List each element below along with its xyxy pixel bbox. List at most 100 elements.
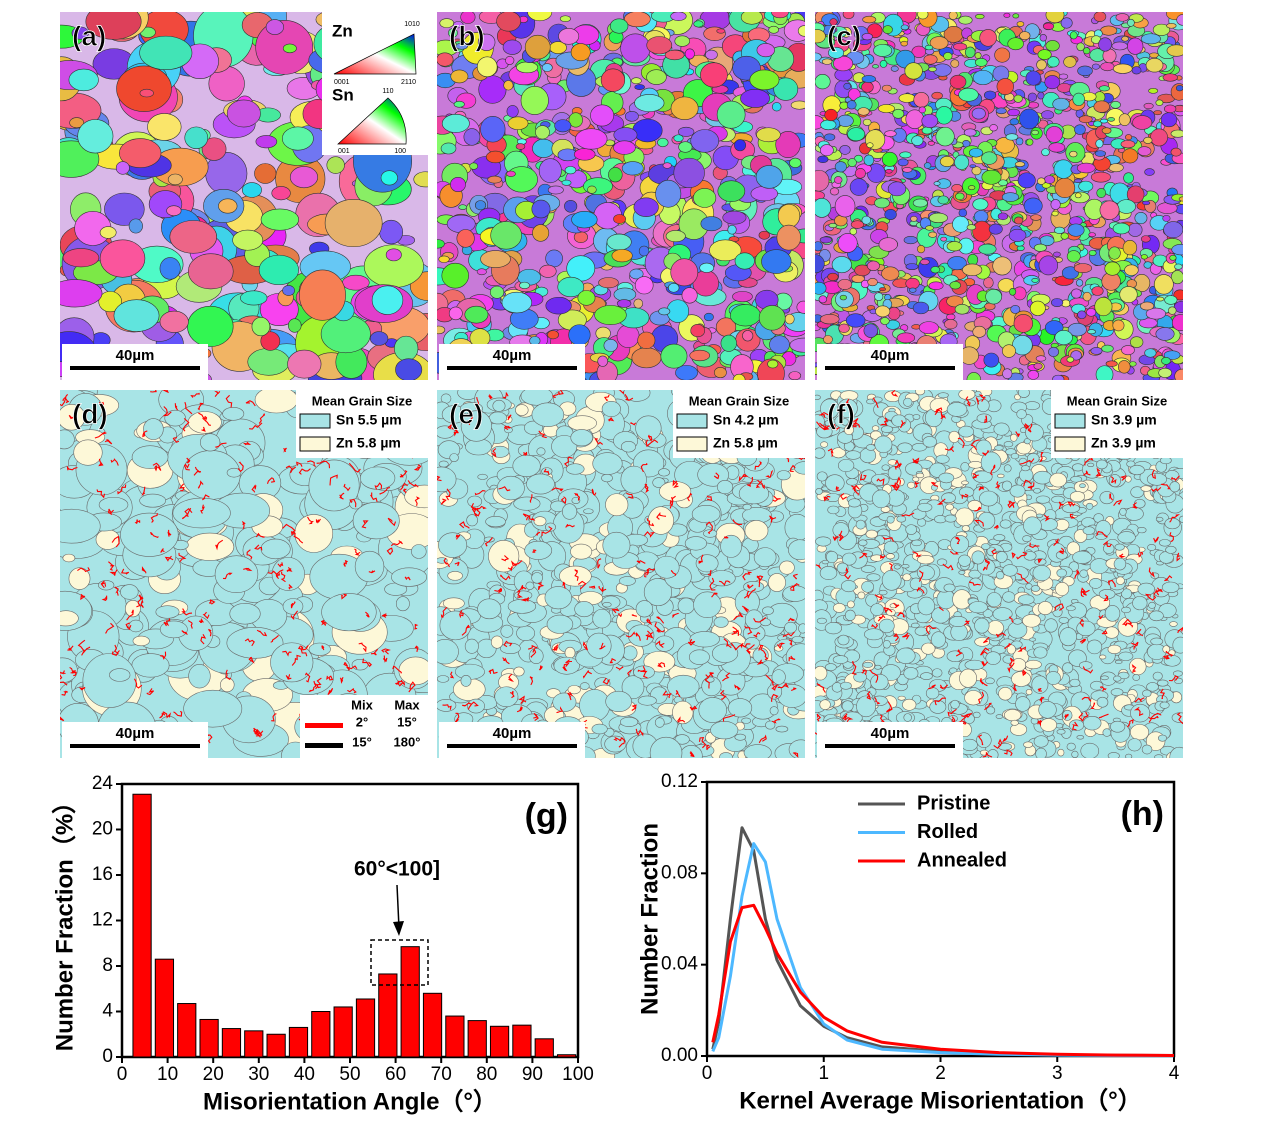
- grain: [817, 155, 829, 163]
- grain: [1156, 679, 1169, 687]
- grain: [1023, 438, 1031, 445]
- grain: [1014, 216, 1024, 225]
- grain: [700, 216, 723, 232]
- low-angle-boundary: [517, 590, 523, 599]
- scale-bar-box: [817, 344, 963, 380]
- low-angle-boundary: [237, 461, 244, 473]
- low-angle-boundary: [346, 665, 358, 671]
- grain: [460, 675, 472, 687]
- grain: [1113, 63, 1133, 74]
- grain: [575, 128, 608, 150]
- grain: [1103, 543, 1115, 554]
- low-angle-boundary: [758, 734, 767, 744]
- grain: [794, 461, 805, 475]
- grain: [1157, 734, 1167, 742]
- grain: [846, 100, 857, 110]
- grain: [1129, 724, 1150, 741]
- grain: [783, 19, 805, 42]
- grain: [1037, 177, 1046, 185]
- grain: [287, 349, 322, 379]
- low-angle-boundary: [181, 630, 188, 635]
- low-angle-boundary: [300, 645, 309, 651]
- grain: [664, 49, 685, 61]
- grain: [218, 198, 238, 214]
- low-angle-boundary: [149, 531, 159, 539]
- low-angle-boundary: [154, 465, 158, 472]
- grain: [619, 576, 636, 586]
- low-angle-boundary: [349, 499, 357, 508]
- grain: [1002, 564, 1018, 577]
- low-angle-boundary: [594, 438, 604, 445]
- grain: [667, 283, 680, 293]
- grain: [507, 116, 529, 130]
- low-angle-boundary: [723, 638, 732, 649]
- low-angle-boundary: [475, 396, 480, 410]
- low-angle-boundary: [414, 496, 421, 506]
- grain: [829, 187, 840, 196]
- grain: [1158, 539, 1171, 547]
- grain: [1104, 626, 1119, 639]
- grain: [939, 156, 955, 168]
- grain: [1118, 113, 1131, 126]
- low-angle-boundary: [120, 568, 130, 575]
- low-angle-boundary: [516, 705, 523, 713]
- grain: [916, 565, 935, 581]
- low-angle-boundary: [246, 549, 253, 560]
- grain: [768, 573, 786, 592]
- grain: [998, 686, 1013, 701]
- grain: [976, 732, 992, 748]
- grain: [988, 223, 1003, 235]
- grain: [1127, 18, 1135, 27]
- grain: [979, 29, 997, 47]
- grain: [1113, 557, 1127, 571]
- low-angle-boundary: [347, 688, 357, 694]
- grain: [712, 643, 739, 663]
- grain: [716, 479, 734, 495]
- grain: [1035, 495, 1051, 504]
- grain: [874, 197, 890, 209]
- grain: [460, 12, 476, 24]
- grain: [673, 157, 705, 188]
- grain: [915, 390, 926, 396]
- low-angle-boundary: [450, 671, 455, 679]
- low-angle-boundary: [533, 712, 539, 722]
- grain: [1153, 274, 1174, 295]
- grain: [981, 169, 1002, 185]
- grain: [1045, 126, 1063, 143]
- low-angle-boundary: [510, 560, 523, 567]
- grain: [633, 665, 655, 679]
- grain: [658, 468, 670, 477]
- grain: [1140, 485, 1152, 492]
- grain: [929, 700, 947, 714]
- low-angle-boundary: [214, 442, 227, 448]
- grain: [529, 336, 541, 346]
- grain: [776, 470, 791, 481]
- low-angle-boundary: [178, 483, 185, 492]
- grain: [963, 128, 977, 137]
- grain: [505, 56, 515, 65]
- low-angle-boundary: [470, 502, 479, 511]
- grain: [829, 18, 838, 26]
- low-angle-boundary: [369, 492, 378, 502]
- low-angle-boundary: [644, 569, 649, 578]
- grain: [881, 569, 902, 591]
- grain: [870, 603, 884, 617]
- low-angle-boundary: [162, 390, 169, 394]
- low-angle-boundary: [654, 622, 665, 633]
- grain: [232, 229, 264, 251]
- low-angle-boundary: [618, 737, 626, 748]
- low-angle-boundary: [184, 401, 193, 415]
- grain: [1035, 355, 1047, 362]
- low-angle-boundary: [399, 470, 408, 478]
- low-angle-boundary: [208, 628, 212, 637]
- low-angle-boundary: [197, 402, 204, 411]
- grain: [681, 287, 698, 304]
- grain: [116, 65, 172, 112]
- grain: [776, 224, 801, 251]
- low-angle-boundary: [69, 666, 77, 673]
- grain: [832, 655, 849, 664]
- low-angle-boundary: [160, 548, 165, 553]
- grain: [1129, 361, 1137, 367]
- grain: [77, 119, 114, 154]
- grain: [1033, 470, 1053, 485]
